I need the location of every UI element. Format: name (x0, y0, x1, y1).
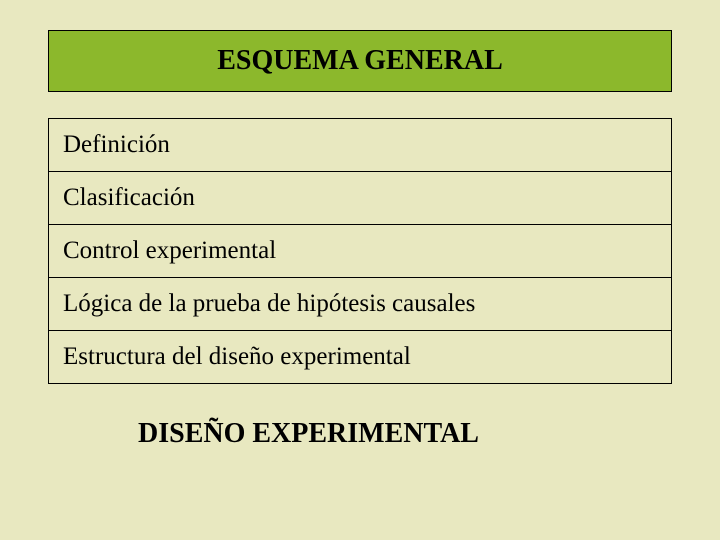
list-item-label: Clasificación (63, 184, 195, 211)
topic-list: Definición Clasificación Control experim… (48, 118, 672, 384)
header-title: ESQUEMA GENERAL (217, 45, 503, 76)
list-item: Control experimental (49, 225, 671, 278)
list-item-label: Estructura del diseño experimental (63, 343, 411, 370)
list-item-label: Control experimental (63, 237, 276, 264)
list-item: Clasificación (49, 172, 671, 225)
list-item-label: Definición (63, 131, 170, 158)
footer-title: DISEÑO EXPERIMENTAL (48, 418, 672, 450)
list-item: Definición (49, 119, 671, 172)
list-item: Lógica de la prueba de hipótesis causale… (49, 278, 671, 331)
list-item-label: Lógica de la prueba de hipótesis causale… (63, 290, 475, 317)
header-box: ESQUEMA GENERAL (48, 30, 672, 92)
list-item: Estructura del diseño experimental (49, 331, 671, 383)
